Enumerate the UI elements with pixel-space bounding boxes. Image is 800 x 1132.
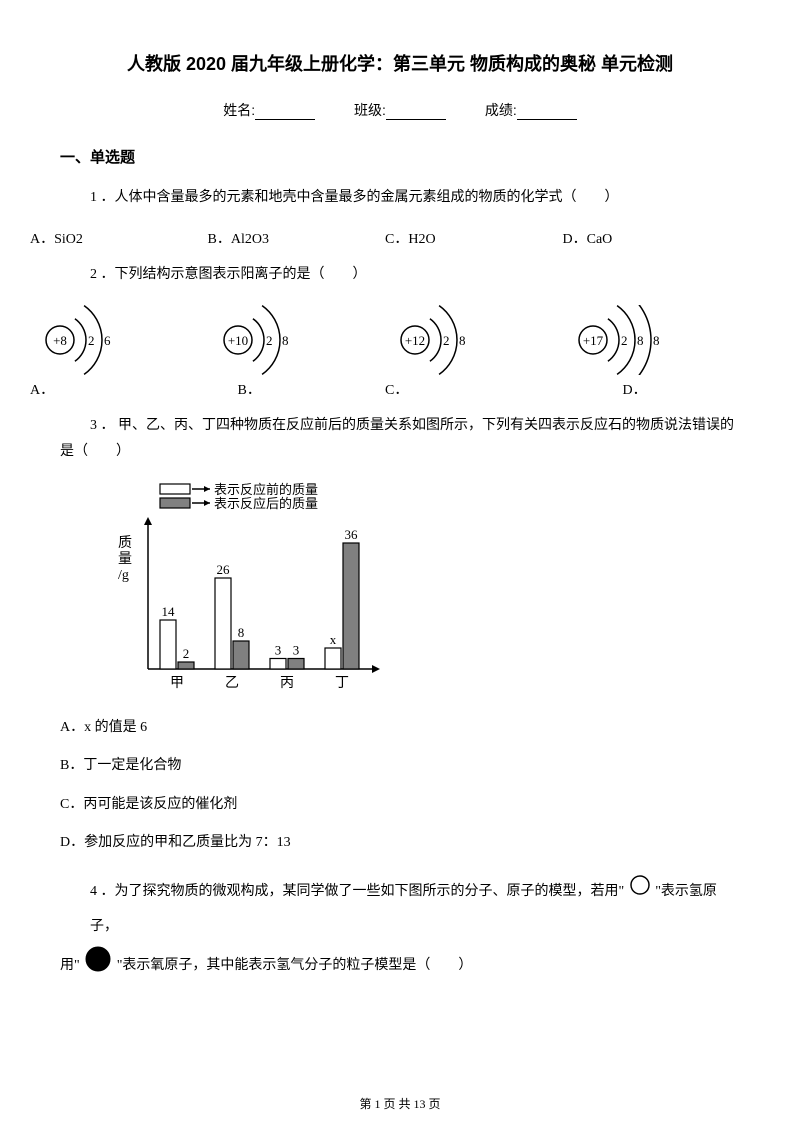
svg-text:8: 8: [459, 333, 466, 348]
hydrogen-atom-icon: [628, 873, 652, 911]
svg-text:+10: +10: [227, 333, 247, 348]
svg-text:丁: 丁: [335, 676, 349, 691]
svg-text:表示反应后的质量: 表示反应后的质量: [214, 496, 318, 511]
svg-text:8: 8: [637, 333, 644, 348]
svg-text:14: 14: [162, 604, 176, 619]
svg-text:甲: 甲: [170, 676, 184, 691]
atom-c: +12 28: [385, 305, 505, 375]
q3-chart: 表示反应前的质量表示反应后的质量质量/g 14 2 甲 26 8 乙 33 丙 x 36 丁: [100, 474, 380, 694]
q3-opt-c: C．丙可能是该反应的催化剂: [60, 794, 740, 816]
svg-text:表示反应前的质量: 表示反应前的质量: [214, 482, 318, 497]
score-blank[interactable]: [517, 106, 577, 120]
svg-text:8: 8: [653, 333, 660, 348]
name-label: 姓名:: [223, 102, 255, 118]
svg-text:+12: +12: [405, 333, 425, 348]
q2-text: 2 ．下列结构示意图表示阳离子的是（ ）: [90, 262, 740, 287]
svg-text:2: 2: [183, 646, 190, 661]
q1-opt-c: C．H2O: [385, 228, 563, 248]
page-title: 人教版 2020 届九年级上册化学：第三单元 物质构成的奥秘 单元检测: [60, 50, 740, 76]
question-1: 1 ．人体中含量最多的元素和地壳中含量最多的金属元素组成的物质的化学式（ ）: [60, 185, 740, 210]
q4-part3: 用": [60, 958, 80, 973]
q3-opt-b: B．丁一定是化合物: [60, 755, 740, 777]
q1-opt-a: A．SiO2: [30, 228, 208, 248]
score-label: 成绩:: [485, 102, 517, 118]
q2-label-a: A．: [30, 379, 208, 399]
svg-text:x: x: [330, 632, 337, 647]
svg-text:+17: +17: [582, 333, 603, 348]
svg-text:2: 2: [621, 333, 628, 348]
name-blank[interactable]: [255, 106, 315, 120]
class-blank[interactable]: [386, 106, 446, 120]
svg-text:+8: +8: [53, 333, 67, 348]
question-2: 2 ．下列结构示意图表示阳离子的是（ ）: [60, 262, 740, 287]
question-4: 4 ．为了探究物质的微观构成，某同学做了一些如下图所示的分子、原子的模型，若用"…: [60, 873, 740, 988]
q3-text: 3 ． 甲、乙、丙、丁四种物质在反应前后的质量关系如图所示，下列有关四表示反应石…: [60, 413, 740, 463]
svg-text:/g: /g: [118, 568, 129, 583]
q2-label-d: D．: [623, 379, 741, 399]
section-heading: 一、单选题: [60, 146, 740, 167]
svg-text:2: 2: [88, 333, 95, 348]
svg-text:量: 量: [118, 551, 132, 567]
svg-text:乙: 乙: [225, 675, 239, 691]
q3-opt-d: D．参加反应的甲和乙质量比为 7：13: [60, 832, 740, 854]
q4-part1: 4 ．为了探究物质的微观构成，某同学做了一些如下图所示的分子、原子的模型，若用": [90, 884, 624, 899]
q2-diagrams: +826 A． +1028 B． +1228 C． +17288 D．: [30, 305, 740, 399]
svg-text:3: 3: [293, 642, 300, 657]
atom-a: +8 26: [30, 305, 150, 375]
q3-opt-a: A．x 的值是 6: [60, 717, 740, 739]
q2-label-b: B．: [238, 379, 386, 399]
svg-text:36: 36: [345, 527, 359, 542]
class-label: 班级:: [354, 102, 386, 118]
svg-text:26: 26: [217, 562, 231, 577]
q1-opt-d: D．CaO: [563, 228, 741, 248]
q2-label-c: C．: [385, 379, 563, 399]
svg-text:6: 6: [104, 333, 111, 348]
q1-opt-b: B．Al2O3: [208, 228, 386, 248]
svg-text:8: 8: [238, 625, 245, 640]
info-line: 姓名: 班级: 成绩:: [60, 100, 740, 120]
svg-text:2: 2: [443, 333, 450, 348]
question-3: 3 ． 甲、乙、丙、丁四种物质在反应前后的质量关系如图所示，下列有关四表示反应石…: [60, 413, 740, 854]
q1-text: 1 ．人体中含量最多的元素和地壳中含量最多的金属元素组成的物质的化学式（ ）: [90, 185, 740, 210]
page-footer: 第 1 页 共 13 页: [0, 1095, 800, 1112]
oxygen-atom-icon: [83, 944, 113, 988]
q4-part4: "表示氧原子，其中能表示氢气分子的粒子模型是（ ）: [117, 958, 473, 973]
atom-b: +10 28: [208, 305, 328, 375]
atom-d: +17288: [563, 305, 713, 375]
svg-text:2: 2: [266, 333, 273, 348]
q1-options: A．SiO2 B．Al2O3 C．H2O D．CaO: [30, 228, 740, 248]
svg-text:8: 8: [282, 333, 289, 348]
svg-text:质: 质: [118, 535, 132, 551]
svg-text:3: 3: [275, 642, 282, 657]
svg-text:丙: 丙: [280, 676, 294, 691]
